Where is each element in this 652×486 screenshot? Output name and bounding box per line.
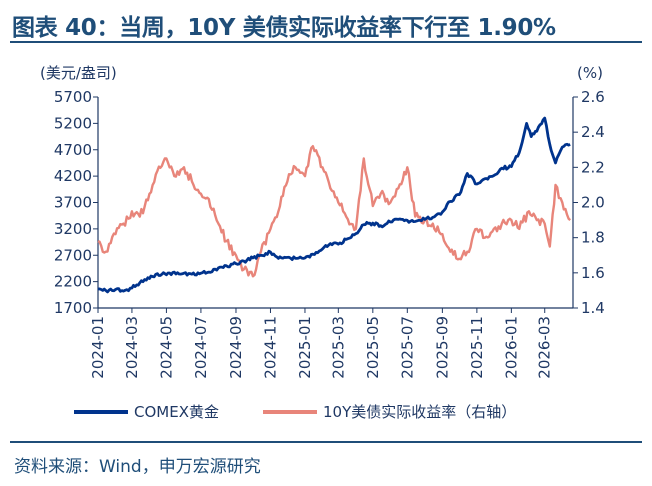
legend-label-comex-gold: COMEX黄金 xyxy=(134,403,219,421)
legend-label-real-yield: 10Y美债实际收益率（右轴） xyxy=(323,403,516,421)
x-tick-label: 2024-09 xyxy=(227,316,245,379)
x-tick-label: 2025-03 xyxy=(329,316,347,379)
x-tick-label: 2025-05 xyxy=(364,316,382,379)
chart-title: 图表 40：当周，10Y 美债实际收益率下行至 1.90% xyxy=(12,15,556,41)
left-tick-label: 3700 xyxy=(54,194,92,212)
series-lines-group xyxy=(97,116,571,294)
title-divider xyxy=(10,41,642,43)
left-tick-label: 2700 xyxy=(54,246,92,264)
left-tick-label: 2200 xyxy=(54,273,92,291)
x-tick-label: 2024-07 xyxy=(192,316,210,379)
left-tick-label: 5200 xyxy=(54,114,92,132)
x-tick-label: 2025-01 xyxy=(296,316,314,379)
right-axis-unit: (%) xyxy=(577,64,603,82)
left-tick-label: 5700 xyxy=(54,88,92,106)
left-tick-label: 3200 xyxy=(54,220,92,238)
series-line-comex-gold xyxy=(97,116,571,294)
left-tick-label: 4700 xyxy=(54,141,92,159)
source-divider xyxy=(10,441,642,443)
left-tick-label: 4200 xyxy=(54,167,92,185)
right-tick-label: 1.8 xyxy=(581,229,605,247)
right-tick-label: 2.2 xyxy=(581,158,605,176)
series-line-real-yield xyxy=(97,145,571,278)
axes-group: (美元/盎司) (%) 5700 5200 4700 4200 3700 3200 2700 22… xyxy=(40,64,605,379)
x-tick-label: 2024-03 xyxy=(123,316,141,379)
x-tick-label: 2025-11 xyxy=(468,316,486,379)
x-tick-label: 2026-01 xyxy=(502,316,520,379)
x-tick-label: 2025-07 xyxy=(398,316,416,379)
right-tick-label: 2.4 xyxy=(581,123,605,141)
legend: COMEX黄金 10Y美债实际收益率（右轴） xyxy=(74,403,516,421)
left-tick-label: 1700 xyxy=(54,299,92,317)
right-tick-label: 1.6 xyxy=(581,264,605,282)
right-tick-label: 1.4 xyxy=(581,299,605,317)
source-note: 资料来源：Wind，申万宏源研究 xyxy=(14,457,261,477)
left-axis-unit: (美元/盎司) xyxy=(40,64,117,82)
x-tick-label: 2024-01 xyxy=(89,316,107,379)
x-tick-label: 2025-09 xyxy=(433,316,451,379)
x-tick-label: 2026-03 xyxy=(536,316,554,379)
x-tick-label: 2024-11 xyxy=(261,316,279,379)
right-tick-label: 2.0 xyxy=(581,194,605,212)
right-tick-label: 2.6 xyxy=(581,88,605,106)
x-tick-label: 2024-05 xyxy=(157,316,175,379)
